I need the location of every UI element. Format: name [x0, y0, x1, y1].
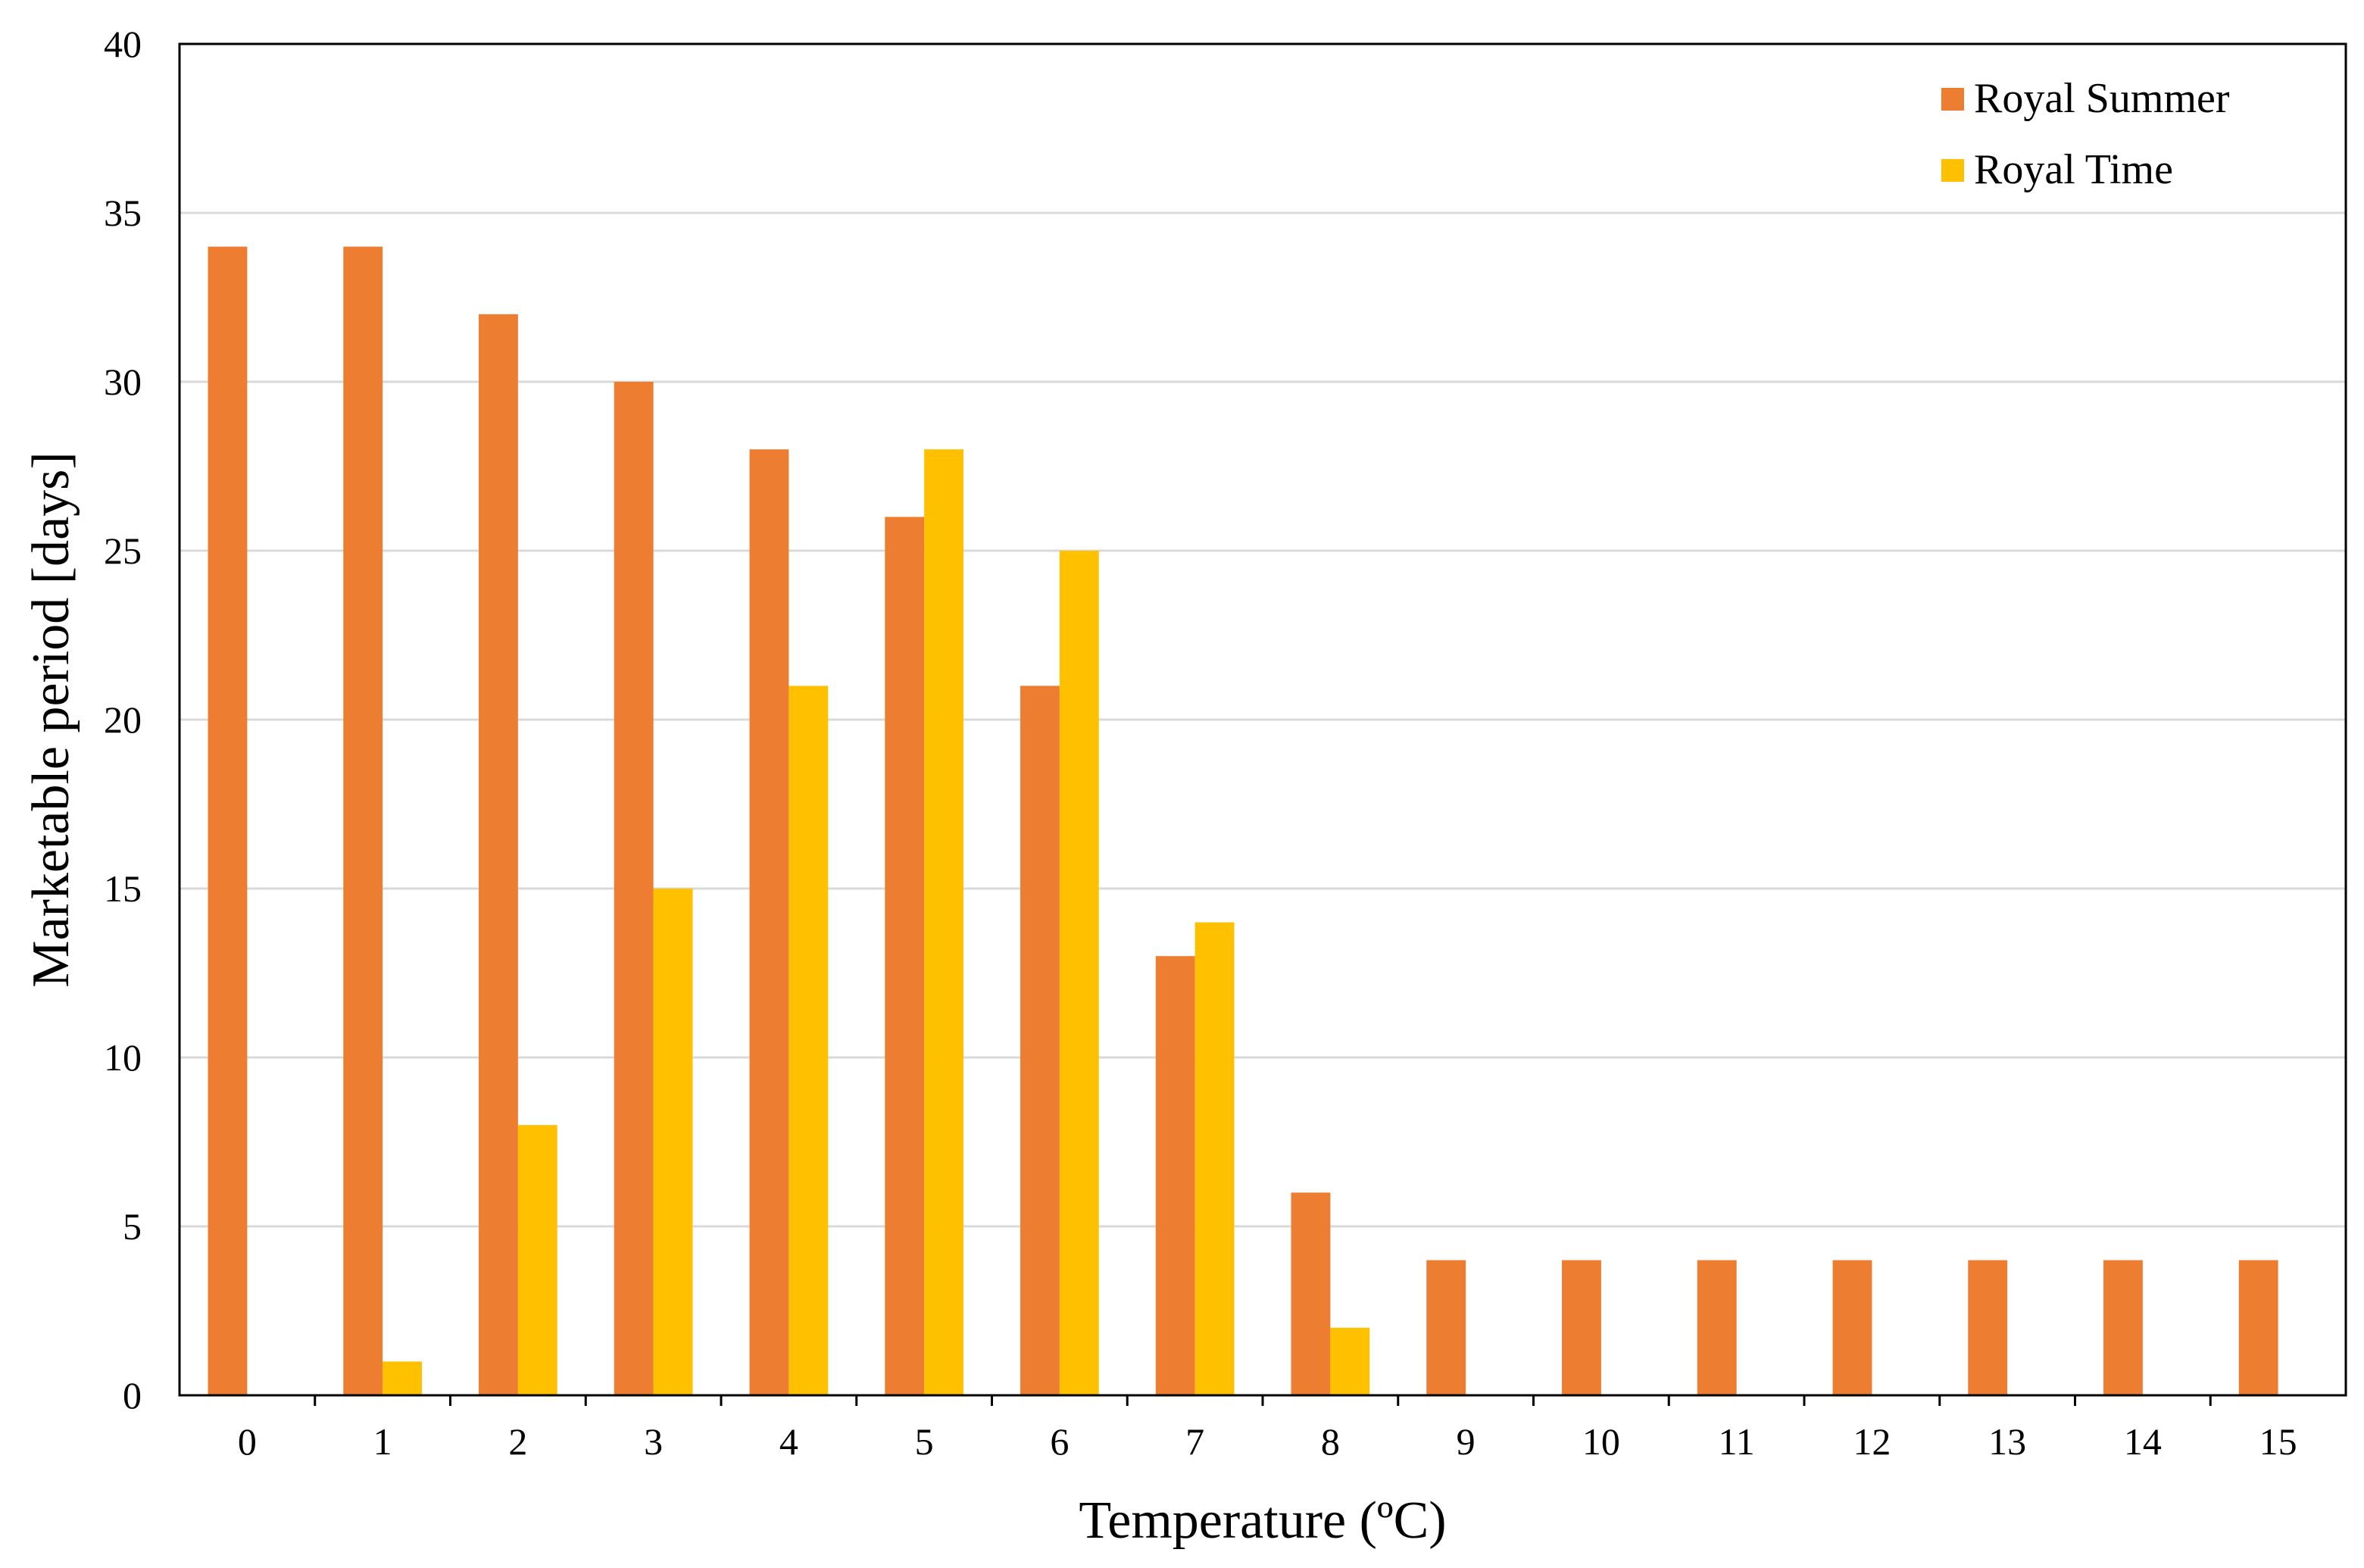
- x-tick-labels: 0 1 2 3 4 5 6 7 8 9 10 11 12 13 14 15: [238, 1420, 2297, 1463]
- x-tick-label: 11: [1719, 1420, 1755, 1463]
- bar-royal-summer-1: [343, 246, 383, 1396]
- x-tick-label: 9: [1457, 1420, 1476, 1463]
- x-tick-label: 7: [1185, 1420, 1204, 1463]
- ticks: [314, 1395, 2212, 1406]
- bar-royal-summer-3: [614, 382, 654, 1395]
- x-tick-label: 14: [2124, 1420, 2162, 1463]
- bar-royal-summer-14: [2103, 1260, 2143, 1395]
- y-tick-labels: 0 5 10 15 20 25 30 35 40: [104, 23, 142, 1417]
- x-axis-title: Temperature (ºC): [1079, 1491, 1446, 1550]
- y-axis-title: Marketable period [days]: [22, 451, 80, 988]
- bar-royal-time-6: [1059, 551, 1099, 1395]
- gridlines: [180, 211, 2346, 1228]
- bar-royal-time-2: [517, 1125, 557, 1395]
- bar-royal-time-4: [789, 686, 829, 1395]
- x-tick-label: 10: [1582, 1420, 1620, 1463]
- y-tick-label: 5: [123, 1205, 142, 1248]
- bar-royal-time-1: [383, 1361, 422, 1395]
- bar-royal-time-7: [1194, 922, 1235, 1395]
- bar-royal-summer-0: [208, 246, 248, 1396]
- bars: [208, 246, 2278, 1396]
- x-tick-label: 12: [1853, 1420, 1891, 1463]
- bar-royal-summer-2: [479, 314, 518, 1395]
- legend-label: Royal Summer: [1974, 75, 2230, 122]
- bar-royal-summer-7: [1155, 956, 1195, 1395]
- y-tick-label: 35: [104, 192, 142, 234]
- bar-royal-summer-11: [1697, 1260, 1737, 1395]
- y-tick-label: 40: [104, 23, 142, 65]
- x-tick-label: 2: [508, 1420, 527, 1463]
- x-tick-label: 13: [1988, 1420, 2026, 1463]
- y-tick-label: 0: [123, 1374, 142, 1417]
- bar-royal-summer-12: [1832, 1260, 1872, 1395]
- bar-royal-summer-15: [2238, 1260, 2278, 1395]
- x-tick-label: 8: [1321, 1420, 1340, 1463]
- x-tick-label: 1: [373, 1420, 392, 1463]
- x-tick-label: 4: [779, 1420, 798, 1463]
- legend-swatch-royal-summer: [1941, 88, 1964, 111]
- bar-royal-time-5: [924, 449, 963, 1396]
- legend-label: Royal Time: [1974, 146, 2173, 193]
- bar-royal-summer-10: [1562, 1260, 1601, 1395]
- legend-swatch-royal-time: [1941, 159, 1964, 182]
- y-tick-label: 15: [104, 867, 142, 910]
- y-tick-label: 10: [104, 1036, 142, 1079]
- y-tick-label: 30: [104, 361, 142, 403]
- bar-royal-time-8: [1330, 1327, 1370, 1395]
- bar-royal-summer-8: [1291, 1192, 1331, 1395]
- bar-royal-time-3: [653, 889, 693, 1395]
- x-tick-label: 3: [644, 1420, 663, 1463]
- x-tick-label: 5: [915, 1420, 934, 1463]
- y-tick-label: 20: [104, 698, 142, 741]
- legend: Royal Summer Royal Time: [1941, 75, 2230, 193]
- x-tick-label: 15: [2259, 1420, 2297, 1463]
- bar-royal-summer-4: [749, 449, 789, 1396]
- bar-royal-summer-6: [1020, 686, 1060, 1395]
- x-tick-label: 6: [1050, 1420, 1069, 1463]
- bar-royal-summer-5: [885, 517, 925, 1395]
- y-tick-label: 25: [104, 529, 142, 572]
- bar-royal-summer-13: [1968, 1260, 2008, 1395]
- bar-royal-summer-9: [1426, 1260, 1466, 1395]
- x-tick-label: 0: [238, 1420, 257, 1463]
